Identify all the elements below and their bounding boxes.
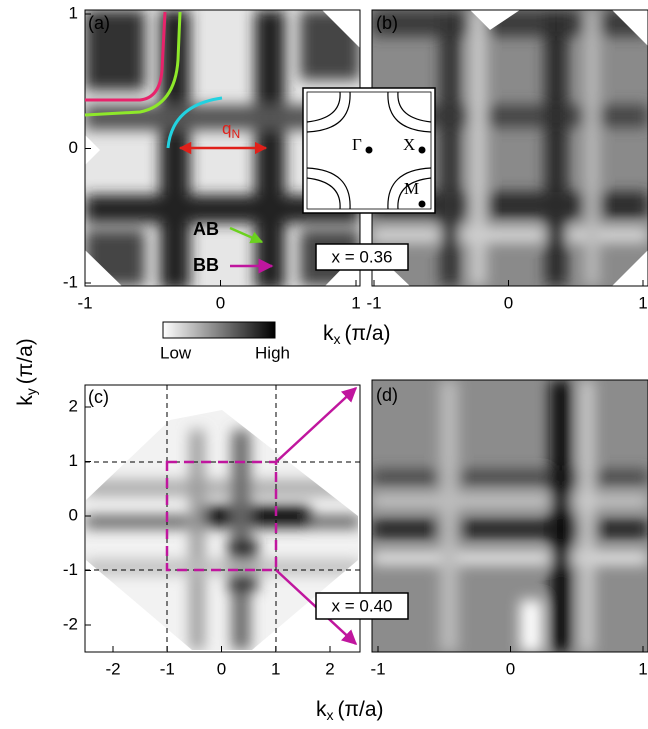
x-tick-label: 0	[217, 659, 226, 678]
panel-label: (c)	[88, 387, 109, 407]
panel-label: (b)	[376, 13, 398, 33]
unit: (π/a)	[345, 322, 391, 345]
y-tick-label: -1	[63, 272, 78, 291]
curve-ab	[84, 11, 182, 117]
ab-label: AB	[193, 219, 219, 239]
panel-label: (a)	[88, 13, 110, 33]
x-tick-label: 0	[506, 659, 515, 678]
ab-arrow	[229, 226, 264, 244]
doping-box	[315, 243, 409, 271]
x-point-label: X	[403, 135, 415, 154]
bb-label: BB	[193, 255, 219, 275]
y-tick-label: 1	[69, 3, 78, 22]
map-b	[372, 10, 648, 286]
subscript: y	[23, 388, 39, 395]
y-tick-label: 0	[69, 138, 78, 157]
x-tick-label: 2	[325, 659, 334, 678]
gamma-label: Γ	[352, 135, 362, 154]
y-tick-label: 2	[69, 396, 78, 415]
frame-c	[84, 384, 361, 653]
panel-label: (d)	[376, 385, 398, 405]
y-tick-label: -1	[63, 560, 78, 579]
kx-bottom-label: kx (π/a)	[316, 698, 384, 723]
x-tick-label: -1	[77, 293, 92, 312]
inset: Γ X M	[302, 87, 436, 214]
symbol: k	[323, 322, 334, 345]
curve-cyan	[166, 96, 223, 149]
symbol: k	[316, 698, 327, 721]
subscript: x	[327, 707, 334, 723]
doping-label: x = 0.36	[332, 247, 393, 266]
colorbar	[162, 321, 276, 339]
x-tick-label: -1	[366, 293, 381, 312]
unit: (π/a)	[14, 338, 37, 384]
doping-label: x = 0.40	[332, 596, 393, 615]
unit: (π/a)	[338, 698, 384, 721]
zoom-box	[165, 460, 278, 572]
subscript: x	[334, 331, 341, 347]
colorbar-low: Low	[160, 343, 192, 362]
qn-label: qN	[222, 119, 240, 141]
ky-label: ky (π/a)	[14, 338, 39, 406]
x-tick-label: 0	[216, 293, 225, 312]
m-point-label: M	[404, 179, 419, 198]
x-tick-label: 1	[351, 293, 360, 312]
x-tick-label: 0	[504, 293, 513, 312]
qn-symbol: q	[222, 119, 231, 138]
x-tick-label: -2	[105, 659, 120, 678]
x-tick-label: 1	[638, 659, 647, 678]
x-tick-label: 1	[271, 659, 280, 678]
y-tick-label: -2	[63, 614, 78, 633]
x-tick-label: -1	[160, 659, 175, 678]
map-d	[372, 380, 648, 652]
qn-subscript: N	[231, 127, 240, 141]
symbol: k	[14, 395, 37, 406]
curve-bb	[85, 11, 167, 102]
y-tick-label: 0	[69, 505, 78, 524]
x-tick-label: -1	[370, 659, 385, 678]
doping-box	[315, 592, 409, 620]
colorbar-high: High	[255, 343, 290, 362]
zoom-arrow	[275, 386, 358, 463]
x-tick-label: 1	[638, 293, 647, 312]
kx-top-label: kx (π/a)	[323, 322, 391, 347]
y-tick-label: 1	[69, 451, 78, 470]
